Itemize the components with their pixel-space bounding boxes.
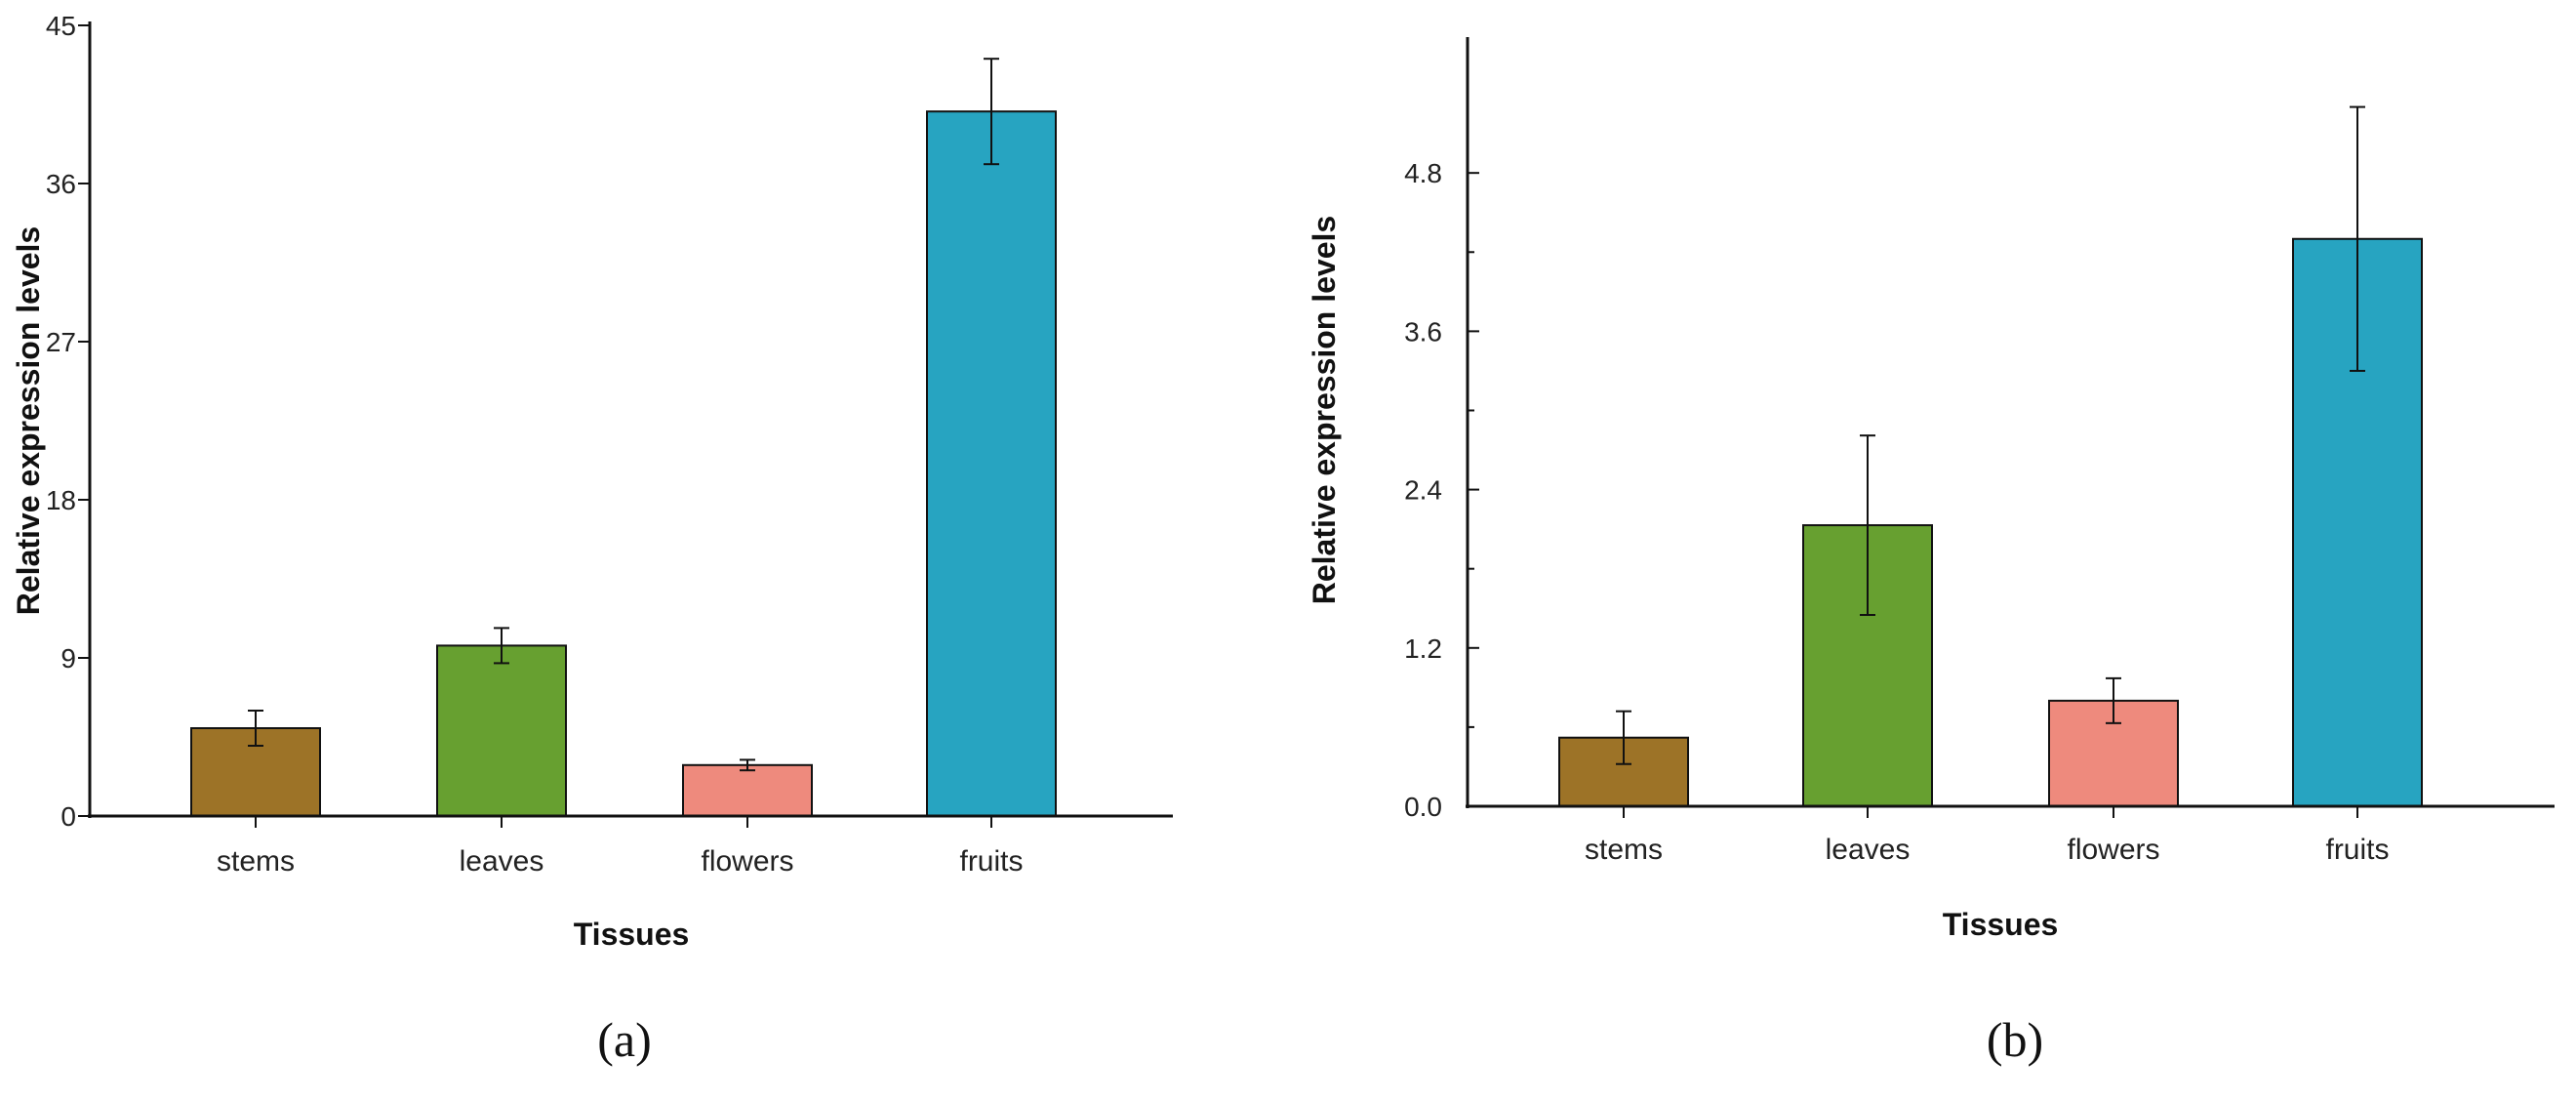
x-tick-label-fruits: fruits — [959, 845, 1023, 878]
y-tick-label: 0 — [60, 801, 76, 832]
x-axis-title: Tissues — [574, 917, 690, 952]
x-tick-label-flowers: flowers — [2067, 834, 2159, 866]
x-tick-label-stems: stems — [217, 845, 295, 878]
y-tick-label: 45 — [46, 11, 76, 41]
bar-flowers — [682, 763, 813, 817]
x-tick-label-leaves: leaves — [460, 845, 544, 878]
bar-leaves — [436, 644, 567, 818]
y-tick-label: 0.0 — [1404, 792, 1442, 822]
y-tick-label: 2.4 — [1404, 475, 1442, 506]
panel-label: (b) — [1987, 1012, 2043, 1067]
x-axis-title: Tissues — [1943, 907, 2059, 942]
chart-b: stems leaves flowers fruits 0.0 1.2 2.4 3.6 4.8 T… — [1307, 37, 2555, 1067]
panel-label: (a) — [597, 1012, 652, 1067]
y-axis-title: Relative expression levels — [1307, 216, 1342, 604]
x-tick-label-flowers: flowers — [701, 845, 793, 878]
bar-fruits — [926, 110, 1057, 817]
y-tick-label: 27 — [46, 327, 76, 357]
y-tick-label: 18 — [46, 485, 76, 515]
x-tick-label-leaves: leaves — [1826, 834, 1911, 866]
y-tick-label: 9 — [60, 643, 76, 674]
y-tick-label: 3.6 — [1404, 316, 1442, 347]
y-tick-label: 1.2 — [1404, 633, 1442, 664]
chart-a: stems leaves flowers fruits 0 9 18 27 36 45 Tissue… — [11, 11, 1173, 1067]
x-tick-label-stems: stems — [1585, 834, 1663, 866]
x-tick-label-fruits: fruits — [2325, 834, 2389, 866]
y-axis-title: Relative expression levels — [11, 226, 46, 615]
y-tick-label: 4.8 — [1404, 158, 1442, 188]
y-tick-label: 36 — [46, 169, 76, 199]
